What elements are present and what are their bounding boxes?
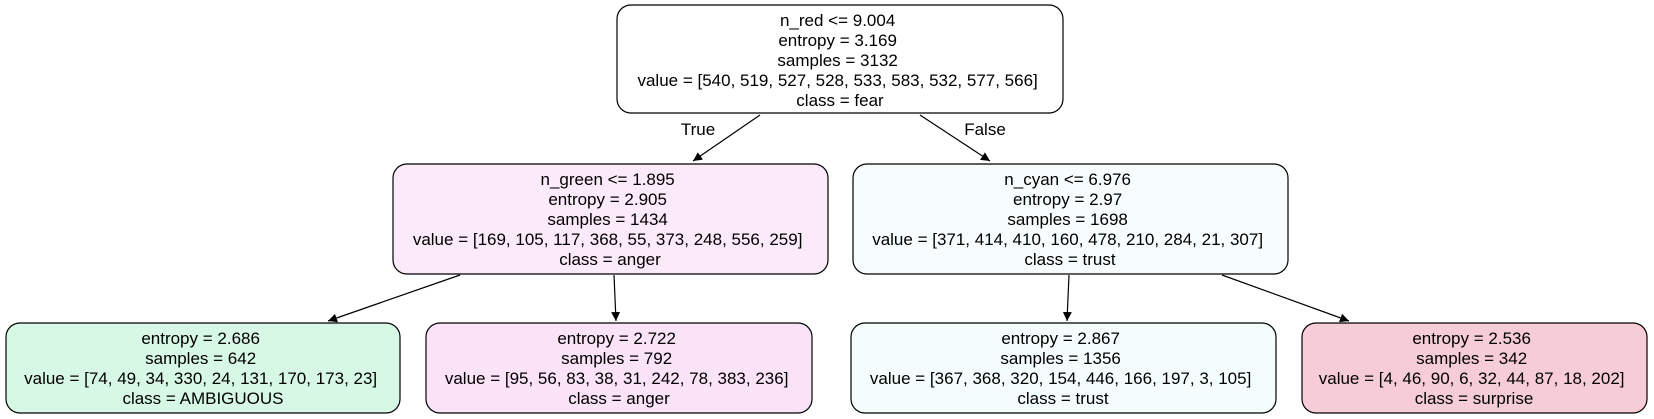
- right-node: n_cyan <= 6.976 entropy = 2.97 samples =…: [852, 163, 1289, 275]
- leaf-left-right-samples: samples = 792: [561, 349, 672, 368]
- root-node-box: [616, 4, 1064, 114]
- leaf-left-left-entropy: entropy = 2.686: [141, 329, 260, 348]
- left-node-box: [392, 163, 829, 275]
- root-entropy: entropy = 3.169: [778, 31, 897, 50]
- leaf-left-left-samples: samples = 642: [145, 349, 256, 368]
- leaf-right-left-box: [850, 322, 1277, 414]
- edge-left-to-left-left: [327, 274, 461, 323]
- edge-root-to-left: [692, 114, 761, 162]
- leaf-right-left-samples: samples = 1356: [1000, 349, 1121, 368]
- leaf-right-right-value: value = [4, 46, 90, 6, 32, 44, 87, 18, 2…: [1319, 369, 1625, 388]
- root-node-text: n_red <= 9.004 entropy = 3.169 samples =…: [637, 11, 1042, 110]
- leaf-right-right-text: entropy = 2.536 samples = 342 value = [4…: [1319, 329, 1630, 408]
- left-value: value = [169, 105, 117, 368, 55, 373, 24…: [413, 230, 803, 249]
- right-split-rule: n_cyan <= 6.976: [1004, 170, 1131, 189]
- left-node-text: n_green <= 1.895 entropy = 2.905 samples…: [413, 170, 807, 269]
- leaf-left-left: entropy = 2.686 samples = 642 value = [7…: [5, 322, 401, 414]
- leaf-right-left-text: entropy = 2.867 samples = 1356 value = […: [870, 329, 1256, 408]
- left-class: class = anger: [559, 250, 661, 269]
- edge-right-to-right-left: [1062, 274, 1072, 322]
- left-split-rule: n_green <= 1.895: [541, 170, 675, 189]
- leaf-left-left-class: class = AMBIGUOUS: [122, 389, 283, 408]
- leaf-left-right-value: value = [95, 56, 83, 38, 31, 242, 78, 38…: [445, 369, 789, 388]
- leaf-left-right-class: class = anger: [568, 389, 670, 408]
- root-samples: samples = 3132: [777, 51, 898, 70]
- root-value: value = [540, 519, 527, 528, 533, 583, 5…: [637, 71, 1037, 90]
- right-value: value = [371, 414, 410, 160, 478, 210, 2…: [872, 230, 1263, 249]
- leaf-right-left-class: class = trust: [1017, 389, 1108, 408]
- left-node: n_green <= 1.895 entropy = 2.905 samples…: [392, 163, 829, 275]
- edge-left-to-left-right: [611, 274, 621, 322]
- edge-true-label: True: [681, 120, 715, 139]
- right-node-box: [852, 163, 1289, 275]
- leaf-right-right-box: [1301, 322, 1648, 414]
- leaf-left-right-entropy: entropy = 2.722: [557, 329, 676, 348]
- leaf-right-right-samples: samples = 342: [1416, 349, 1527, 368]
- root-split-rule: n_red <= 9.004: [780, 11, 895, 30]
- leaf-left-left-box: [5, 322, 401, 414]
- leaf-left-right-text: entropy = 2.722 samples = 792 value = [9…: [445, 329, 793, 408]
- root-class: class = fear: [796, 91, 884, 110]
- leaf-left-right-box: [425, 322, 813, 414]
- right-entropy: entropy = 2.97: [1013, 190, 1122, 209]
- leaf-left-left-text: entropy = 2.686 samples = 642 value = [7…: [24, 329, 382, 408]
- edge-right-to-right-right: [1221, 274, 1350, 323]
- leaf-left-right: entropy = 2.722 samples = 792 value = [9…: [425, 322, 813, 414]
- root-node: n_red <= 9.004 entropy = 3.169 samples =…: [616, 4, 1064, 114]
- leaf-right-left-value: value = [367, 368, 320, 154, 446, 166, 1…: [870, 369, 1251, 388]
- leaf-right-left: entropy = 2.867 samples = 1356 value = […: [850, 322, 1277, 414]
- leaf-right-right-class: class = surprise: [1415, 389, 1534, 408]
- edge-root-to-right: [919, 114, 991, 162]
- left-samples: samples = 1434: [547, 210, 668, 229]
- leaf-left-left-value: value = [74, 49, 34, 330, 24, 131, 170, …: [24, 369, 377, 388]
- leaf-right-left-entropy: entropy = 2.867: [1001, 329, 1120, 348]
- leaf-right-right-entropy: entropy = 2.536: [1412, 329, 1531, 348]
- right-samples: samples = 1698: [1007, 210, 1128, 229]
- right-class: class = trust: [1024, 250, 1115, 269]
- edge-false-label: False: [964, 120, 1006, 139]
- leaf-right-right: entropy = 2.536 samples = 342 value = [4…: [1301, 322, 1648, 414]
- left-entropy: entropy = 2.905: [548, 190, 667, 209]
- right-node-text: n_cyan <= 6.976 entropy = 2.97 samples =…: [872, 170, 1268, 269]
